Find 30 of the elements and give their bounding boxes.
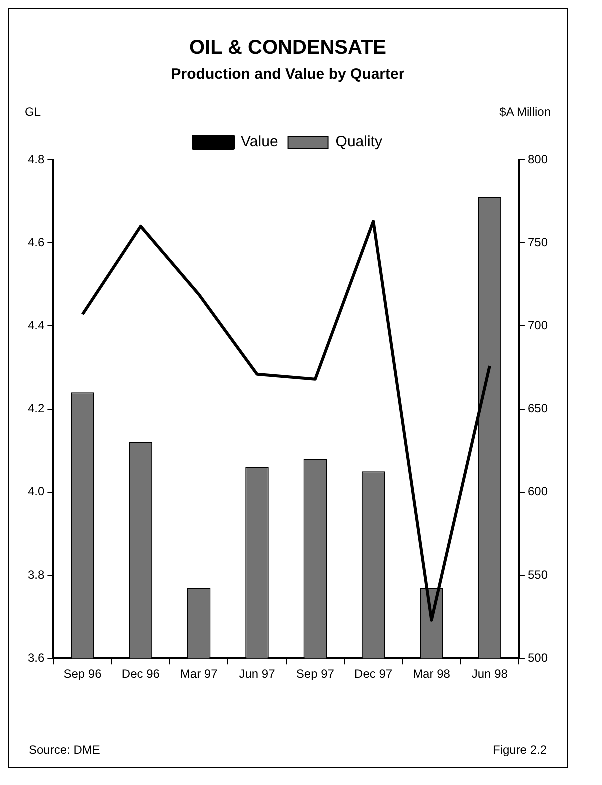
- y-tick-label: 3.8: [28, 568, 45, 582]
- y2-tick-label: 550: [528, 568, 548, 582]
- y-tick-label: 4.6: [28, 235, 45, 250]
- chart-title: OIL & CONDENSATE: [188, 37, 388, 60]
- x-tick-label: Jun 97: [239, 667, 276, 682]
- chart-subtitle: Production and Value by Quarter: [170, 66, 406, 83]
- x-tick-label: Dec 96: [122, 667, 160, 682]
- x-tick-label: Jun 98: [472, 667, 508, 682]
- y-tick-label: 4.4: [28, 318, 45, 333]
- y-axis-title: GL: [25, 105, 42, 119]
- y2-tick-label: 750: [528, 235, 548, 250]
- y-tick-label: 3.6: [28, 650, 45, 665]
- x-tick-label: Mar 97: [180, 667, 218, 682]
- caption: Figure 2.2: [492, 743, 547, 757]
- y2-tick-label: 650: [528, 402, 548, 416]
- y2-tick-label: 600: [528, 484, 548, 499]
- y2-axis-title: $A Million: [500, 105, 551, 119]
- y2-tick-label: 500: [528, 650, 548, 665]
- y-tick-label: 4.8: [28, 152, 45, 166]
- x-tick-label: Mar 98: [413, 667, 451, 682]
- y2-tick-label: 700: [528, 318, 548, 333]
- x-tick-label: Sep 96: [64, 667, 102, 682]
- legend-label: Value: [241, 134, 278, 151]
- x-tick-label: Sep 97: [296, 667, 335, 682]
- legend-label: Quality: [336, 134, 383, 151]
- x-tick-label: Dec 97: [354, 667, 393, 682]
- source-note: Source: DME: [29, 743, 100, 757]
- y2-tick-label: 800: [528, 152, 548, 166]
- y-tick-label: 4.0: [28, 484, 45, 499]
- y-tick-label: 4.2: [28, 402, 45, 416]
